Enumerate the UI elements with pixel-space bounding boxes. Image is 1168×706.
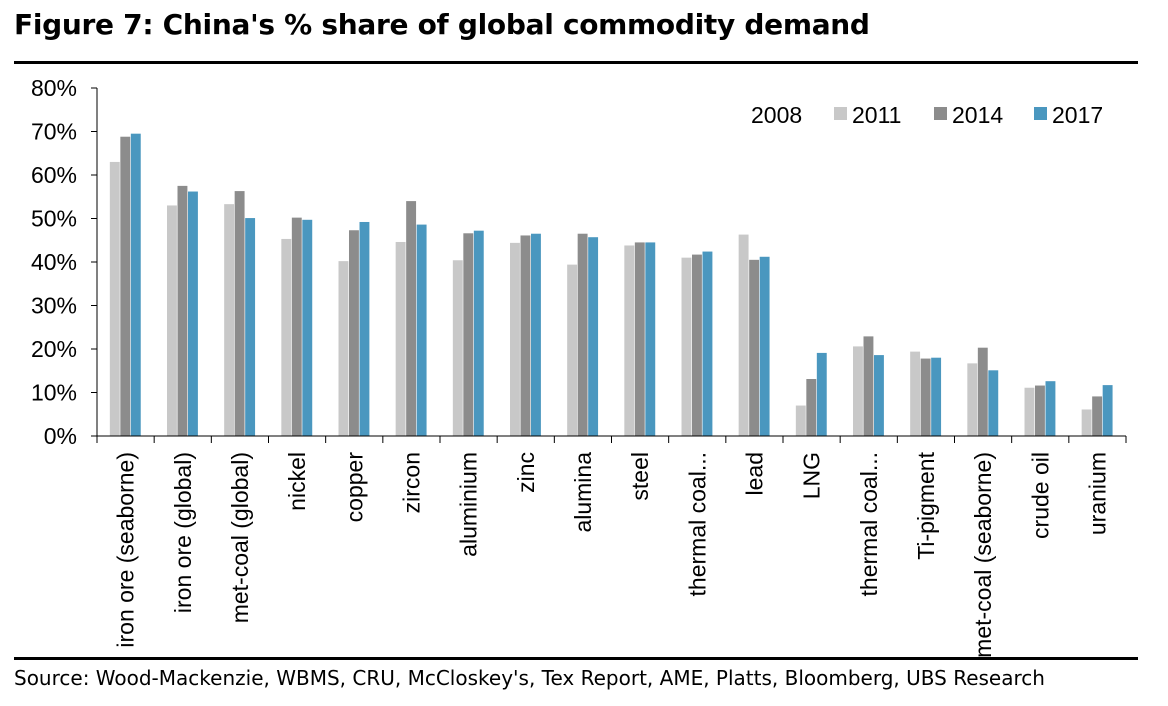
bar-2011 (1081, 409, 1092, 436)
bar-2017 (645, 242, 656, 436)
bar-2017 (1102, 385, 1113, 436)
bar-2014 (977, 347, 988, 436)
x-category-label: met-coal (global) (227, 452, 253, 623)
x-category-label: aluminium (456, 452, 482, 557)
bar-2017 (245, 218, 256, 436)
y-tick-label: 10% (31, 380, 77, 406)
bar-2011 (1024, 387, 1035, 436)
bar-2014 (692, 254, 702, 436)
bar-2014 (349, 230, 359, 436)
bar-2017 (988, 370, 999, 436)
bar-2017 (1045, 381, 1056, 436)
x-category-label: thermal coal... (856, 452, 882, 596)
bar-2017 (188, 191, 198, 436)
bar-2011 (338, 261, 349, 436)
source-note: Source: Wood-Mackenzie, WBMS, CRU, McClo… (14, 666, 1045, 690)
legend-label-2008: 2008 (751, 102, 802, 128)
bar-2014 (291, 217, 302, 436)
y-tick-label: 40% (31, 249, 77, 275)
bar-2017 (473, 230, 484, 436)
x-category-label: zinc (513, 452, 539, 493)
bar-2017 (931, 357, 942, 436)
bar-2014 (749, 259, 760, 436)
bar-chart: 0% 10% 20% 30% 40% 50% 60% 70% 80% iron ore (sea… (31, 75, 1127, 658)
bar-2014 (1035, 385, 1045, 436)
bar-2017 (130, 133, 141, 436)
x-category-label: copper (341, 452, 367, 523)
bar-2011 (910, 351, 921, 436)
y-tick-label: 70% (31, 119, 77, 145)
bar-2017 (302, 219, 313, 436)
bar-2017 (874, 355, 884, 436)
bar-2011 (452, 260, 463, 436)
y-tick-label: 50% (31, 206, 77, 232)
legend-swatch-2014 (934, 107, 947, 120)
bar-2014 (1092, 396, 1103, 436)
legend-label-2014: 2014 (952, 102, 1003, 128)
y-tick-label: 80% (31, 75, 77, 101)
x-category-label: crude oil (1027, 452, 1053, 539)
bar-2014 (177, 185, 188, 437)
y-tick-label: 0% (44, 423, 77, 449)
bar-2011 (567, 264, 578, 436)
bar-2017 (531, 233, 541, 436)
bar-2011 (167, 205, 177, 436)
bar-2014 (577, 233, 588, 436)
y-tick-label: 60% (31, 162, 77, 188)
bar-2011 (281, 238, 292, 436)
x-category-label: iron ore (seaborne) (113, 452, 139, 648)
bar-2011 (795, 405, 806, 436)
bar-2014 (120, 136, 131, 436)
y-axis: 0% 10% 20% 30% 40% 50% 60% 70% 80% (31, 75, 98, 449)
bar-2011 (853, 346, 863, 436)
bar-2017 (702, 251, 713, 436)
bar-2014 (520, 235, 531, 436)
x-category-label: steel (627, 452, 653, 501)
bar-2011 (510, 242, 520, 436)
x-category-label: uranium (1084, 452, 1110, 535)
legend-label-2011: 2011 (852, 102, 901, 128)
bar-2014 (806, 379, 817, 436)
legend-swatch-2011 (834, 107, 847, 120)
x-category-label: alumina (570, 452, 596, 533)
x-category-label: iron ore (global) (170, 452, 196, 613)
y-tick-label: 30% (31, 293, 77, 319)
bar-2014 (406, 201, 417, 436)
bar-2014 (863, 336, 874, 436)
x-category-label: zircon (398, 452, 424, 513)
x-category-label: LNG (799, 452, 825, 499)
x-axis: iron ore (seaborne) iron ore (global) met-… (96, 435, 1127, 658)
bottom-rule (14, 657, 1138, 660)
bar-2017 (416, 224, 427, 436)
top-rule (14, 61, 1138, 64)
bar-2011 (109, 161, 120, 436)
legend: 2008 2011 2014 2017 (751, 102, 1103, 128)
bar-2014 (920, 358, 931, 436)
x-category-label: lead (741, 452, 767, 495)
x-category-label: Ti-pigment (913, 451, 939, 559)
bar-2011 (224, 204, 235, 436)
bar-2011 (395, 241, 406, 436)
bar-2011 (681, 257, 692, 436)
bar-2017 (588, 237, 599, 436)
bar-2011 (624, 245, 635, 436)
legend-swatch-2017 (1034, 107, 1047, 120)
bar-2017 (759, 256, 770, 436)
bar-2014 (234, 191, 245, 436)
bars (109, 133, 1113, 437)
bar-2017 (816, 352, 827, 436)
x-category-label: thermal coal... (684, 452, 710, 596)
bar-2011 (967, 363, 978, 436)
bar-2014 (463, 233, 474, 436)
chart-title: Figure 7: China's % share of global comm… (14, 8, 870, 41)
legend-label-2017: 2017 (1052, 102, 1103, 128)
bar-2014 (634, 242, 645, 436)
bar-2011 (738, 234, 749, 436)
x-category-label: nickel (284, 452, 310, 511)
x-category-label: met-coal (seaborne) (970, 452, 996, 658)
y-tick-label: 20% (31, 336, 77, 362)
bar-2017 (359, 221, 370, 436)
